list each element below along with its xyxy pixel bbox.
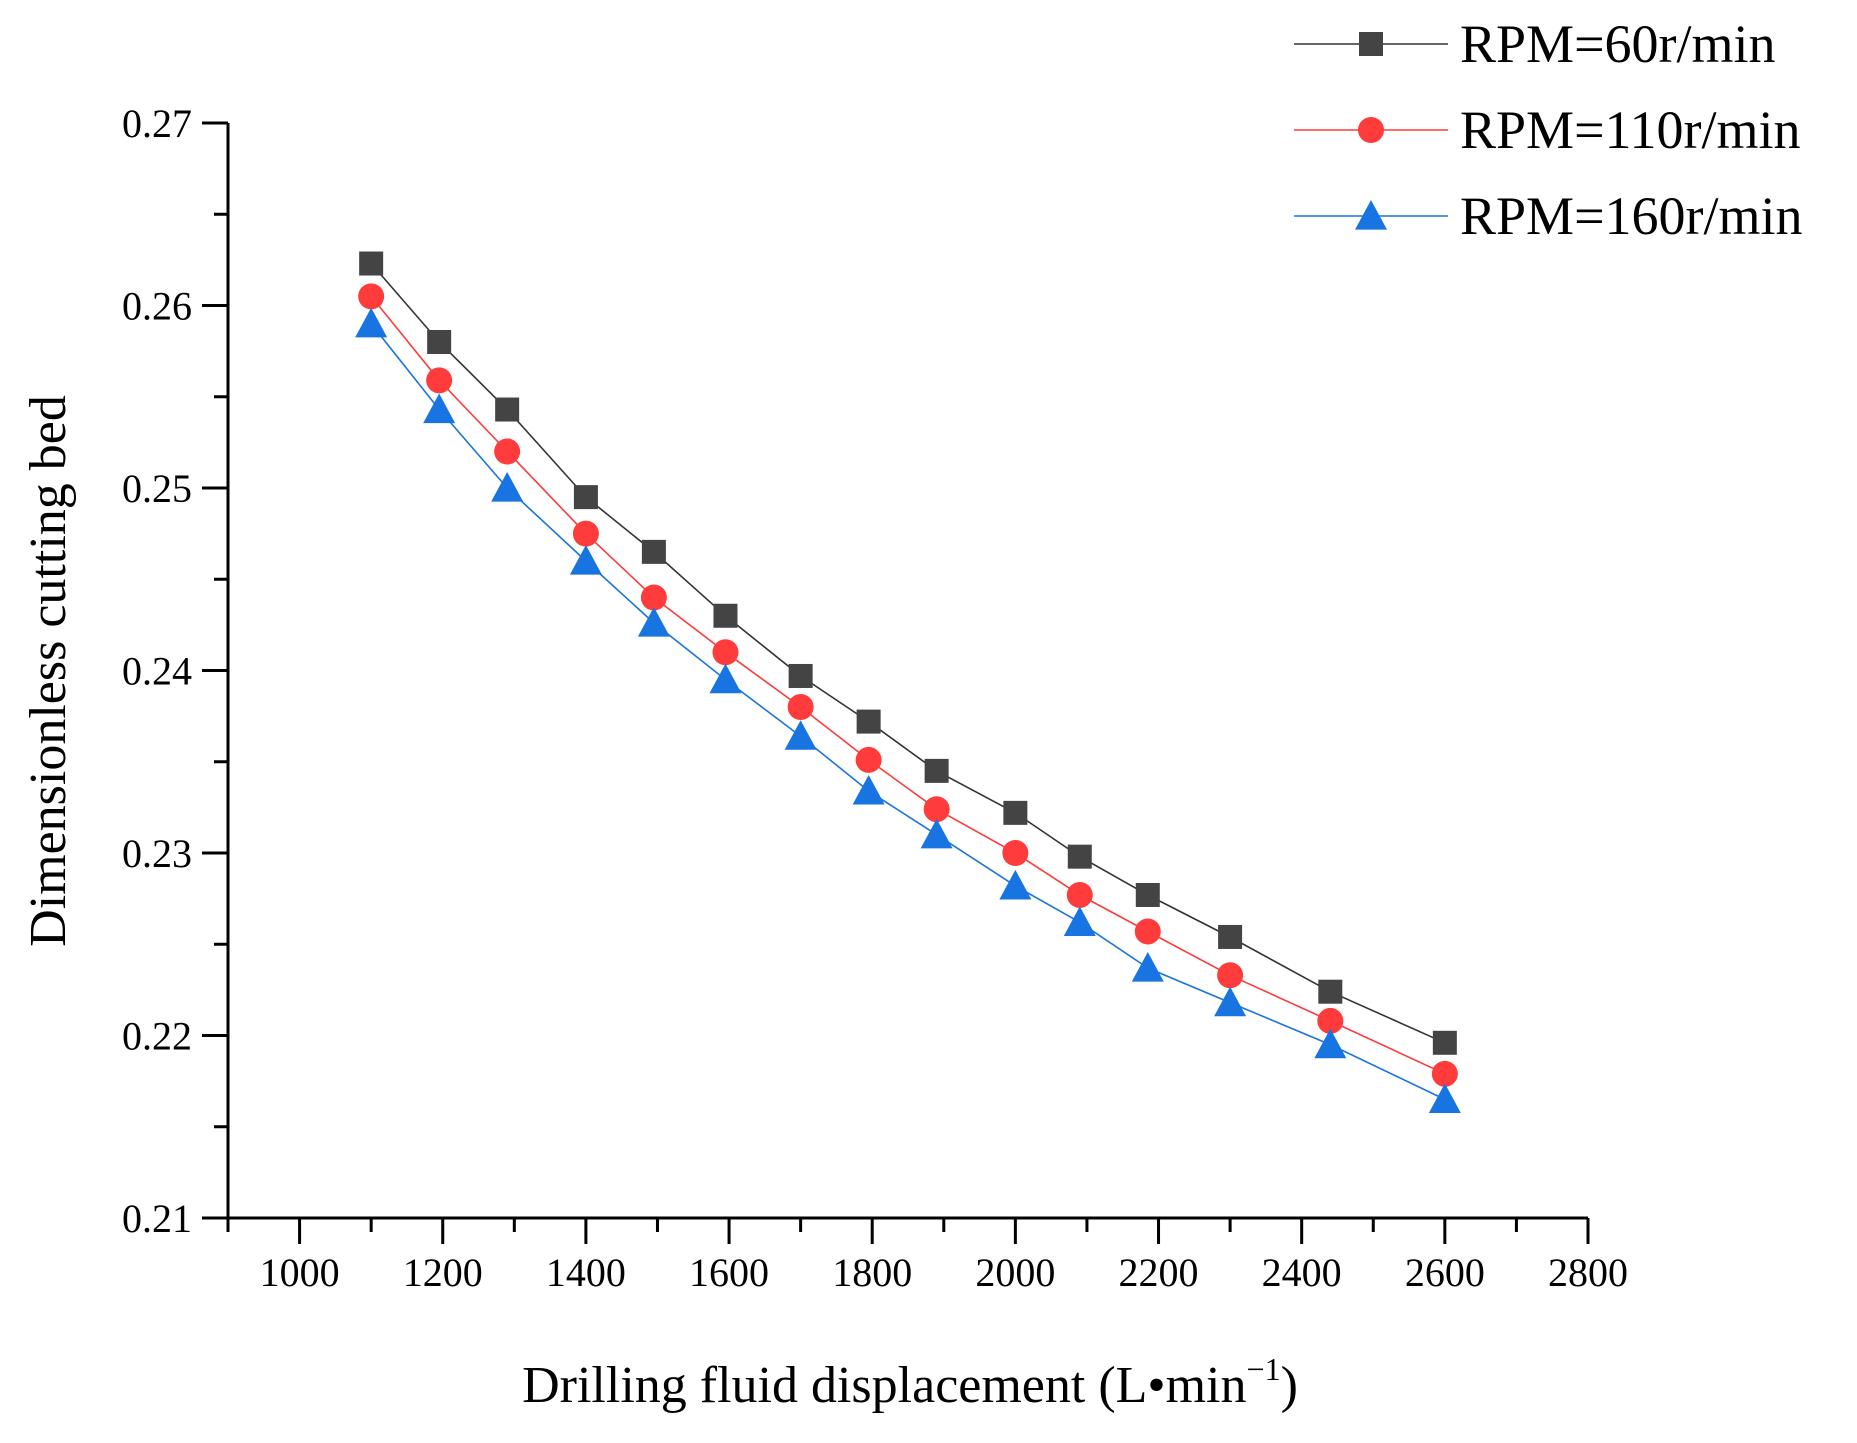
data-point [1214, 986, 1247, 1017]
legend-label: RPM=160r/min [1460, 186, 1803, 246]
data-point [1431, 1060, 1458, 1087]
data-point [1003, 800, 1028, 825]
x-tick-label: 2400 [1262, 1250, 1342, 1295]
data-point [637, 607, 670, 637]
legend-label: RPM=110r/min [1460, 100, 1801, 160]
x-tick-label: 1400 [546, 1250, 626, 1295]
y-tick-label: 0.23 [122, 831, 192, 876]
data-point [924, 758, 949, 783]
data-point [427, 330, 452, 354]
data-point [1217, 962, 1244, 989]
data-point [1428, 1083, 1461, 1113]
data-point [572, 520, 599, 547]
data-point [709, 663, 742, 694]
x-tick-label: 1000 [260, 1250, 340, 1295]
data-point [640, 584, 667, 611]
x-tick-label: 1800 [832, 1250, 912, 1295]
legend: RPM=60r/min RPM=110r/min RPM=160r/min [1294, 14, 1803, 246]
data-point [788, 663, 813, 688]
data-point [359, 251, 384, 276]
x-axis-title-suffix: ) [1281, 1357, 1298, 1414]
data-point [1432, 1030, 1457, 1055]
data-point [426, 367, 453, 394]
data-point [784, 720, 817, 750]
series-markers [355, 251, 1461, 1113]
y-tick-label: 0.22 [122, 1014, 192, 1059]
data-point [1131, 951, 1164, 982]
y-axis-title: Dimensionless cutting bed [20, 395, 77, 947]
legend-marker [1359, 32, 1383, 56]
data-point [494, 438, 521, 465]
x-tick-label: 1600 [689, 1250, 769, 1295]
x-tick-label: 2000 [975, 1250, 1055, 1295]
data-point [1314, 1028, 1347, 1059]
data-point [495, 397, 520, 422]
y-tick-label: 0.24 [122, 649, 192, 694]
legend-label: RPM=60r/min [1460, 14, 1776, 74]
data-point [923, 796, 950, 823]
data-point [641, 539, 666, 564]
legend-marker [1358, 117, 1384, 143]
x-tick-label: 2600 [1405, 1250, 1485, 1295]
x-axis-title: Drilling fluid displacement (L•min−1) [522, 1351, 1298, 1414]
data-point [1063, 906, 1096, 936]
legend-marker [1355, 200, 1387, 230]
data-point [573, 485, 598, 510]
data-point [712, 639, 739, 666]
data-point [569, 545, 602, 575]
data-point [1318, 979, 1343, 1004]
data-point [787, 694, 814, 720]
y-tick-label: 0.27 [122, 101, 192, 146]
data-point [423, 393, 456, 424]
y-tick-label: 0.21 [122, 1196, 192, 1241]
x-tick-label: 2800 [1548, 1250, 1628, 1295]
ticks: 0.21 0.22 0.23 0.24 0.25 0.26 0.27 1000 1200 1400… [122, 101, 1628, 1295]
x-axis-title-main: Drilling fluid displacement (L•min [522, 1357, 1246, 1414]
data-point [855, 746, 882, 773]
data-point [1134, 918, 1161, 945]
data-point [713, 603, 738, 628]
data-point [1002, 840, 1029, 866]
data-point [1317, 1007, 1344, 1034]
data-point [856, 709, 881, 734]
data-point [1067, 844, 1092, 869]
data-point [999, 869, 1032, 900]
y-tick-label: 0.25 [122, 466, 192, 511]
x-tick-label: 1200 [403, 1250, 483, 1295]
data-point [358, 283, 385, 310]
data-point [491, 472, 524, 502]
data-point [852, 774, 885, 805]
x-axis-title-superscript: −1 [1247, 1351, 1281, 1387]
data-point [355, 307, 388, 338]
data-point [1066, 881, 1093, 908]
y-tick-label: 0.26 [122, 284, 192, 329]
data-point [920, 818, 953, 849]
x-tick-label: 2200 [1119, 1250, 1199, 1295]
data-point [1218, 924, 1243, 949]
data-point [1135, 882, 1160, 907]
